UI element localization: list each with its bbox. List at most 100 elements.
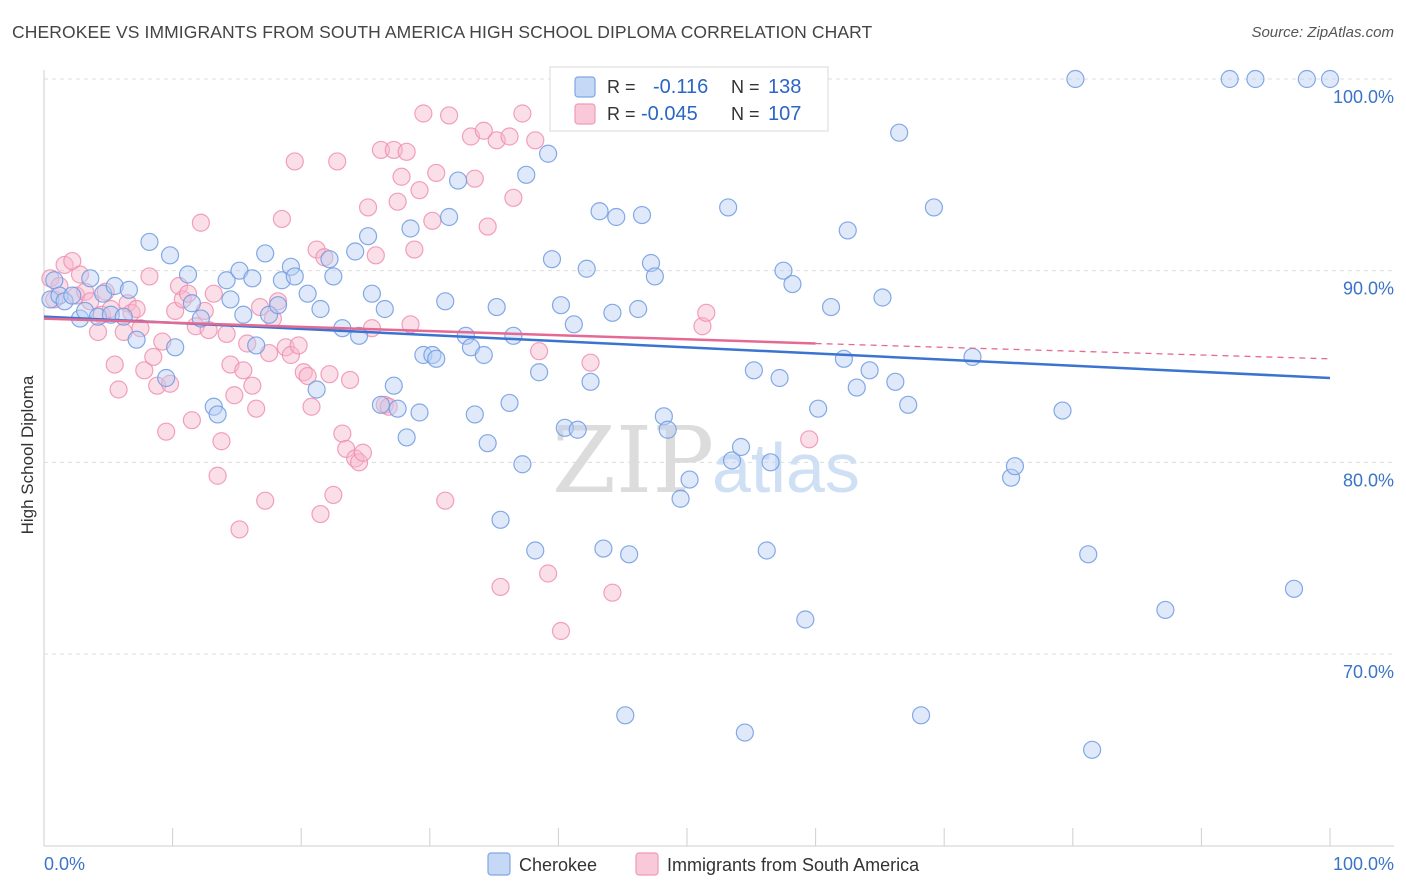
- cherokee-point: [783, 274, 802, 294]
- immigrants-point: [96, 282, 115, 301]
- immigrants-point: [474, 121, 493, 140]
- immigrants-point: [234, 361, 253, 380]
- cherokee-point: [1082, 740, 1102, 759]
- immigrants-point: [526, 131, 545, 150]
- cherokee-point: [770, 368, 789, 388]
- immigrants-point: [217, 324, 236, 344]
- cherokee-point: [182, 294, 201, 313]
- cherokee-point: [465, 405, 484, 424]
- immigrants-point: [478, 217, 497, 236]
- immigrants-point: [70, 265, 90, 284]
- cherokee-point: [632, 205, 652, 225]
- immigrants-point: [268, 292, 288, 311]
- immigrants-point: [88, 322, 108, 342]
- cherokee-point: [474, 345, 493, 365]
- immigrants-trend-line-extrapolated: [815, 342, 1331, 360]
- bottom-legend-cherokee: Cherokee: [519, 855, 597, 875]
- cherokee-point: [1079, 545, 1098, 564]
- cherokee-point: [234, 305, 253, 324]
- immigrants-point: [371, 140, 391, 160]
- cherokee-point: [1001, 468, 1021, 487]
- immigrants-point: [800, 430, 819, 449]
- immigrants-point: [436, 491, 455, 510]
- cherokee-point: [1284, 579, 1304, 598]
- cherokee-point: [166, 338, 185, 357]
- cherokee-point: [50, 286, 69, 305]
- immigrants-point: [603, 583, 622, 602]
- cherokee-point: [397, 428, 416, 447]
- legend-swatch-cherokee: [574, 76, 596, 98]
- cherokee-point: [1066, 69, 1085, 89]
- immigrants-point: [539, 564, 558, 583]
- top-legend: R = -0.116 N = 138 R = -0.045 N = 107: [549, 66, 829, 132]
- x-tick-label-max: 100.0%: [1333, 854, 1394, 874]
- immigrants-point: [135, 361, 154, 380]
- y-tick-label-90: 90.0%: [1343, 279, 1394, 299]
- cherokee-point: [564, 315, 583, 334]
- cherokee-point: [41, 290, 60, 309]
- immigrants-point: [405, 240, 424, 259]
- y-tick-label-70: 70.0%: [1343, 662, 1394, 682]
- immigrants-point: [204, 284, 223, 303]
- immigrants-point: [324, 485, 343, 505]
- legend-n-label-cherokee: N =: [731, 77, 760, 97]
- cherokee-point: [744, 361, 763, 380]
- cherokee-point: [105, 276, 124, 296]
- legend-n-immigrants: 107: [768, 103, 801, 125]
- cherokee-point: [757, 541, 776, 560]
- cherokee-point: [298, 284, 317, 303]
- cherokee-point: [1220, 69, 1239, 89]
- immigrants-point: [349, 453, 369, 472]
- immigrants-point: [427, 163, 446, 183]
- cherokee-point: [45, 271, 64, 290]
- legend-r-label-immigrants: R =: [607, 104, 636, 124]
- cherokee-points: [41, 69, 1340, 759]
- cherokee-point: [542, 250, 562, 269]
- cherokee-point: [899, 395, 918, 414]
- immigrants-point: [225, 386, 244, 405]
- x-tick-label-min: 0.0%: [44, 854, 85, 874]
- bottom-legend: Cherokee Immigrants from South America: [487, 852, 920, 876]
- cherokee-point: [821, 297, 841, 317]
- immigrants-point: [298, 366, 317, 386]
- immigrants-point: [191, 213, 210, 232]
- cherokee-point: [873, 288, 892, 307]
- cherokee-point: [1246, 69, 1265, 89]
- immigrants-point: [307, 240, 326, 259]
- cherokee-point: [114, 307, 133, 326]
- cherokee-point: [761, 453, 780, 472]
- cherokee-point: [81, 269, 100, 288]
- immigrants-point: [247, 399, 266, 418]
- cherokee-point: [208, 405, 227, 424]
- cherokee-point: [590, 202, 609, 221]
- immigrants-point: [693, 317, 712, 336]
- cherokee-point: [796, 610, 815, 629]
- immigrants-point: [353, 443, 373, 462]
- immigrants-point: [397, 142, 416, 161]
- cherokee-point: [620, 545, 639, 564]
- cherokee-point: [641, 253, 661, 273]
- cherokee-point: [517, 165, 536, 184]
- cherokee-point: [448, 171, 468, 190]
- immigrants-point: [491, 577, 510, 597]
- cherokee-point: [551, 296, 571, 315]
- legend-n-label-immigrants: N =: [731, 104, 760, 124]
- immigrants-point: [340, 370, 360, 390]
- immigrants-point: [410, 181, 429, 200]
- cherokee-point: [285, 267, 304, 286]
- cherokee-point: [963, 347, 982, 367]
- legend-swatch-immigrants: [574, 103, 596, 125]
- y-tick-labels: 70.0% 80.0% 90.0% 100.0%: [1333, 87, 1394, 682]
- immigrants-point: [281, 345, 301, 365]
- immigrants-point: [302, 397, 321, 416]
- cherokee-point: [247, 336, 266, 355]
- immigrants-point: [131, 319, 150, 338]
- cherokee-point: [890, 123, 909, 142]
- cherokee-point: [500, 393, 519, 413]
- cherokee-point: [539, 144, 558, 163]
- bottom-legend-swatch-immigrants: [635, 852, 659, 876]
- cherokee-point: [658, 420, 677, 439]
- legend-r-label-cherokee: R =: [607, 77, 636, 97]
- cherokee-point: [654, 407, 673, 426]
- immigrants-point: [530, 342, 549, 361]
